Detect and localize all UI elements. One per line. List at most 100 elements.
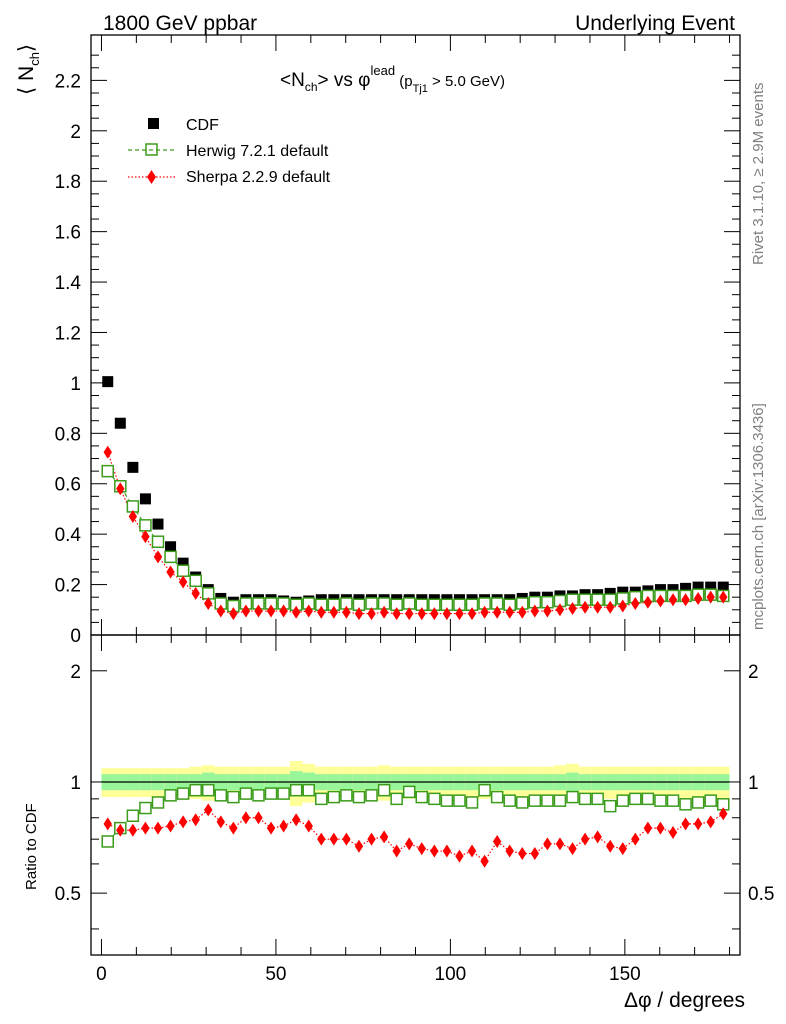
sherpa-ratio-point: [379, 830, 389, 844]
sherpa-point: [329, 605, 339, 619]
header-left: 1800 GeV ppbar: [103, 12, 257, 35]
title-mid: > vs φ: [318, 70, 371, 91]
sherpa-point: [706, 590, 715, 604]
herwig-ratio-point: [239, 787, 253, 800]
herwig-ratio-point: [415, 790, 429, 804]
sherpa-point: [530, 604, 540, 618]
y-tick-label: 0.4: [55, 525, 82, 546]
sherpa-ratio-point: [492, 834, 502, 848]
cdf-point: [604, 587, 616, 599]
sherpa-ratio-point: [568, 842, 577, 856]
rivet-version-text: Rivet 3.1.10, ≥ 2.9M events: [750, 83, 767, 266]
x-tick-label: 150: [609, 964, 641, 985]
header-right: Underlying Event: [575, 12, 735, 35]
title-main: <N: [280, 70, 305, 91]
sherpa-point: [467, 607, 477, 621]
sherpa-point: [291, 605, 301, 619]
mcplots-credit-text: mcplots.cern.ch [arXiv:1306.3436]: [750, 403, 767, 630]
sherpa-ratio-point: [103, 817, 112, 831]
herwig-point: [101, 464, 114, 478]
herwig-ratio-point: [327, 790, 341, 804]
sherpa-point: [631, 596, 640, 610]
sherpa-ratio-point: [606, 839, 615, 853]
sherpa-point: [266, 604, 276, 618]
sherpa-ratio-point: [681, 817, 690, 831]
herwig-point: [139, 519, 152, 532]
sherpa-ratio-point: [719, 807, 728, 821]
y-tick-label: 0.2: [55, 576, 81, 597]
herwig-ratio-point: [428, 792, 441, 806]
sherpa-ratio-point: [254, 811, 263, 825]
sherpa-point: [153, 550, 163, 564]
title-paren-open: (p: [395, 73, 413, 90]
sherpa-point: [317, 605, 326, 619]
sherpa-point: [593, 600, 602, 614]
sherpa-point: [279, 604, 288, 618]
herwig-ratio-point: [126, 809, 140, 823]
legend-herwig-label: Herwig 7.2.1 default: [186, 143, 329, 160]
title-sub2: Tj1: [413, 83, 428, 95]
sherpa-ratio-point: [329, 832, 339, 846]
sherpa-point: [681, 593, 690, 607]
cdf-point: [680, 582, 692, 594]
sherpa-ratio-point: [166, 819, 175, 833]
y-tick-label: 1.2: [55, 323, 81, 344]
sherpa-point: [128, 510, 138, 524]
sherpa-ratio-point: [392, 844, 401, 858]
herwig-ratio-point: [490, 790, 504, 804]
sherpa-point: [166, 565, 175, 579]
herwig-ratio-point: [553, 794, 567, 807]
herwig-ratio-point: [252, 789, 265, 802]
herwig-ratio-point: [641, 792, 655, 806]
sherpa-ratio-point: [204, 803, 213, 817]
sherpa-ratio-point: [266, 821, 276, 835]
herwig-ratio-point: [578, 792, 592, 806]
sherpa-ratio-line: [107, 809, 724, 863]
sherpa-ratio-point: [631, 832, 640, 846]
cdf-point: [165, 541, 177, 553]
sherpa-ratio-point: [141, 821, 150, 835]
sherpa-point: [442, 607, 452, 621]
sherpa-ratio-point: [480, 854, 489, 868]
plot-title: <Nch> vs φlead (pTj1 > 5.0 GeV): [280, 63, 505, 95]
legend: CDF Herwig 7.2.1 default Sherpa 2.2.9 de…: [128, 117, 331, 186]
sherpa-point: [304, 604, 313, 618]
title-sub1: ch: [305, 80, 318, 94]
y-tick-label: 0.6: [55, 475, 81, 496]
cdf-point: [667, 584, 679, 596]
sherpa-ratio-point: [216, 815, 225, 829]
sherpa-point: [116, 482, 125, 496]
herwig-ratio-point: [528, 794, 542, 807]
herwig-ratio-point: [603, 799, 617, 813]
herwig-ratio-point: [453, 794, 466, 807]
sherpa-point: [254, 604, 263, 618]
sherpa-point: [191, 586, 200, 600]
y-tick-label: 2.2: [55, 71, 81, 92]
sherpa-point: [543, 604, 552, 618]
sherpa-point: [518, 605, 527, 619]
sherpa-ratio-point: [354, 839, 364, 853]
herwig-ratio-point: [402, 785, 416, 799]
herwig-ratio-point: [315, 792, 328, 806]
herwig-ratio-point: [566, 790, 579, 804]
sherpa-ratio-point: [229, 821, 238, 835]
sherpa-ratio-point: [241, 811, 251, 825]
sherpa-ratio-point: [178, 815, 188, 829]
ratio-y-tick-label-right: 0.5: [748, 884, 774, 905]
axes: 0 50 100 150 0 0.2 0.4 0.6 0.8 1 1.2 1.4 1.6 1.8 2 2.2 0…: [55, 34, 774, 985]
sherpa-point: [405, 607, 414, 621]
y-tick-label: 0: [70, 626, 81, 647]
herwig-ratio-point: [465, 796, 479, 809]
y-tick-label: 1: [70, 374, 81, 395]
sherpa-ratio-point: [279, 819, 288, 833]
herwig-ratio-point: [541, 794, 554, 807]
sherpa-point: [480, 605, 489, 619]
herwig-ratio-point: [176, 787, 190, 800]
sherpa-ratio-point: [116, 823, 125, 837]
herwig-ratio-point: [264, 787, 278, 800]
sherpa-ratio-point: [417, 842, 426, 856]
herwig-ratio-point: [679, 798, 692, 811]
cdf-point: [139, 493, 151, 505]
herwig-point: [151, 535, 165, 548]
sherpa-ratio-point: [153, 821, 163, 835]
